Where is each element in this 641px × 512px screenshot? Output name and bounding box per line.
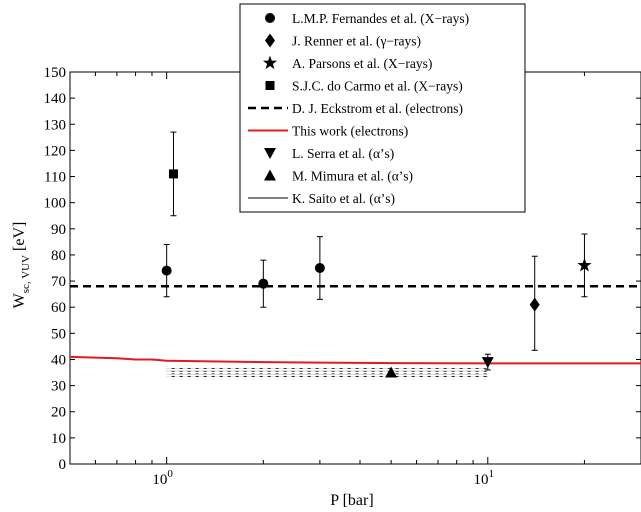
y-tick-label: 80: [51, 248, 66, 264]
legend-label: M. Mimura et al. (α’s): [292, 169, 413, 184]
y-tick-label: 110: [44, 170, 66, 186]
y-tick-label: 0: [59, 457, 67, 473]
data-point-star: [577, 257, 592, 272]
y-tick-label: 150: [44, 65, 67, 81]
y-tick-label: 10: [51, 431, 66, 447]
legend-marker-diamond: [265, 33, 275, 48]
legend-label: J. Renner et al. (γ−rays): [292, 34, 421, 49]
y-tick-label: 60: [51, 300, 66, 316]
legend-label: K. Saito et al. (α’s): [292, 191, 395, 206]
x-axis-title: P [bar]: [330, 492, 373, 509]
legend-label: A. Parsons et al. (X−rays): [292, 56, 432, 71]
y-tick-label: 100: [44, 196, 67, 212]
x-tick-label: 100: [152, 468, 173, 488]
legend-marker-triangle-up: [264, 169, 276, 181]
data-point-triangle-up: [385, 366, 398, 378]
legend-label: D. J. Eckstrom et al. (electrons): [292, 101, 463, 116]
y-tick-label: 90: [51, 222, 66, 238]
axes-layer: 0 10 20 30 40 50 60 70 80 90 100 110 120 130 140 150 100…: [44, 65, 641, 488]
data-layer: [69, 131, 641, 378]
y-axis-title: Wsc, VUV [eV]: [11, 222, 32, 309]
y-axis-title-main: W: [11, 292, 28, 308]
data-point-circle: [161, 265, 172, 276]
y-axis-title-subscript: sc, VUV: [20, 255, 32, 293]
y-tick-label: 20: [51, 405, 66, 421]
y-tick-label: 140: [44, 91, 67, 107]
y-tick-label: 50: [51, 326, 66, 342]
y-tick-label: 120: [44, 143, 67, 159]
legend-label: This work (electrons): [292, 124, 408, 139]
data-point-circle: [314, 263, 325, 273]
x-tick-label: 101: [474, 468, 495, 488]
legend-marker-star: [262, 55, 278, 70]
series-line-5: [69, 355, 641, 365]
y-tick-label: 70: [51, 274, 66, 290]
data-point-diamond: [529, 297, 540, 312]
data-point-square: [168, 169, 178, 179]
legend-marker-triangle-down: [264, 148, 276, 159]
y-tick-label: 40: [51, 352, 66, 368]
y-tick-label: 130: [44, 117, 67, 133]
legend: L.M.P. Fernandes et al. (X−rays) J. Renne…: [239, 3, 526, 213]
legend-marker-circle: [265, 13, 275, 23]
legend-marker-square: [265, 81, 275, 90]
y-axis-title-unit: [eV]: [11, 222, 28, 251]
legend-label: L. Serra et al. (α’s): [292, 146, 394, 161]
legend-label: L.M.P. Fernandes et al. (X−rays): [292, 11, 469, 26]
y-tick-label: 30: [51, 379, 66, 395]
data-point-triangle-down: [481, 357, 494, 369]
legend-label: S.J.C. do Carmo et al. (X−rays): [292, 79, 463, 94]
